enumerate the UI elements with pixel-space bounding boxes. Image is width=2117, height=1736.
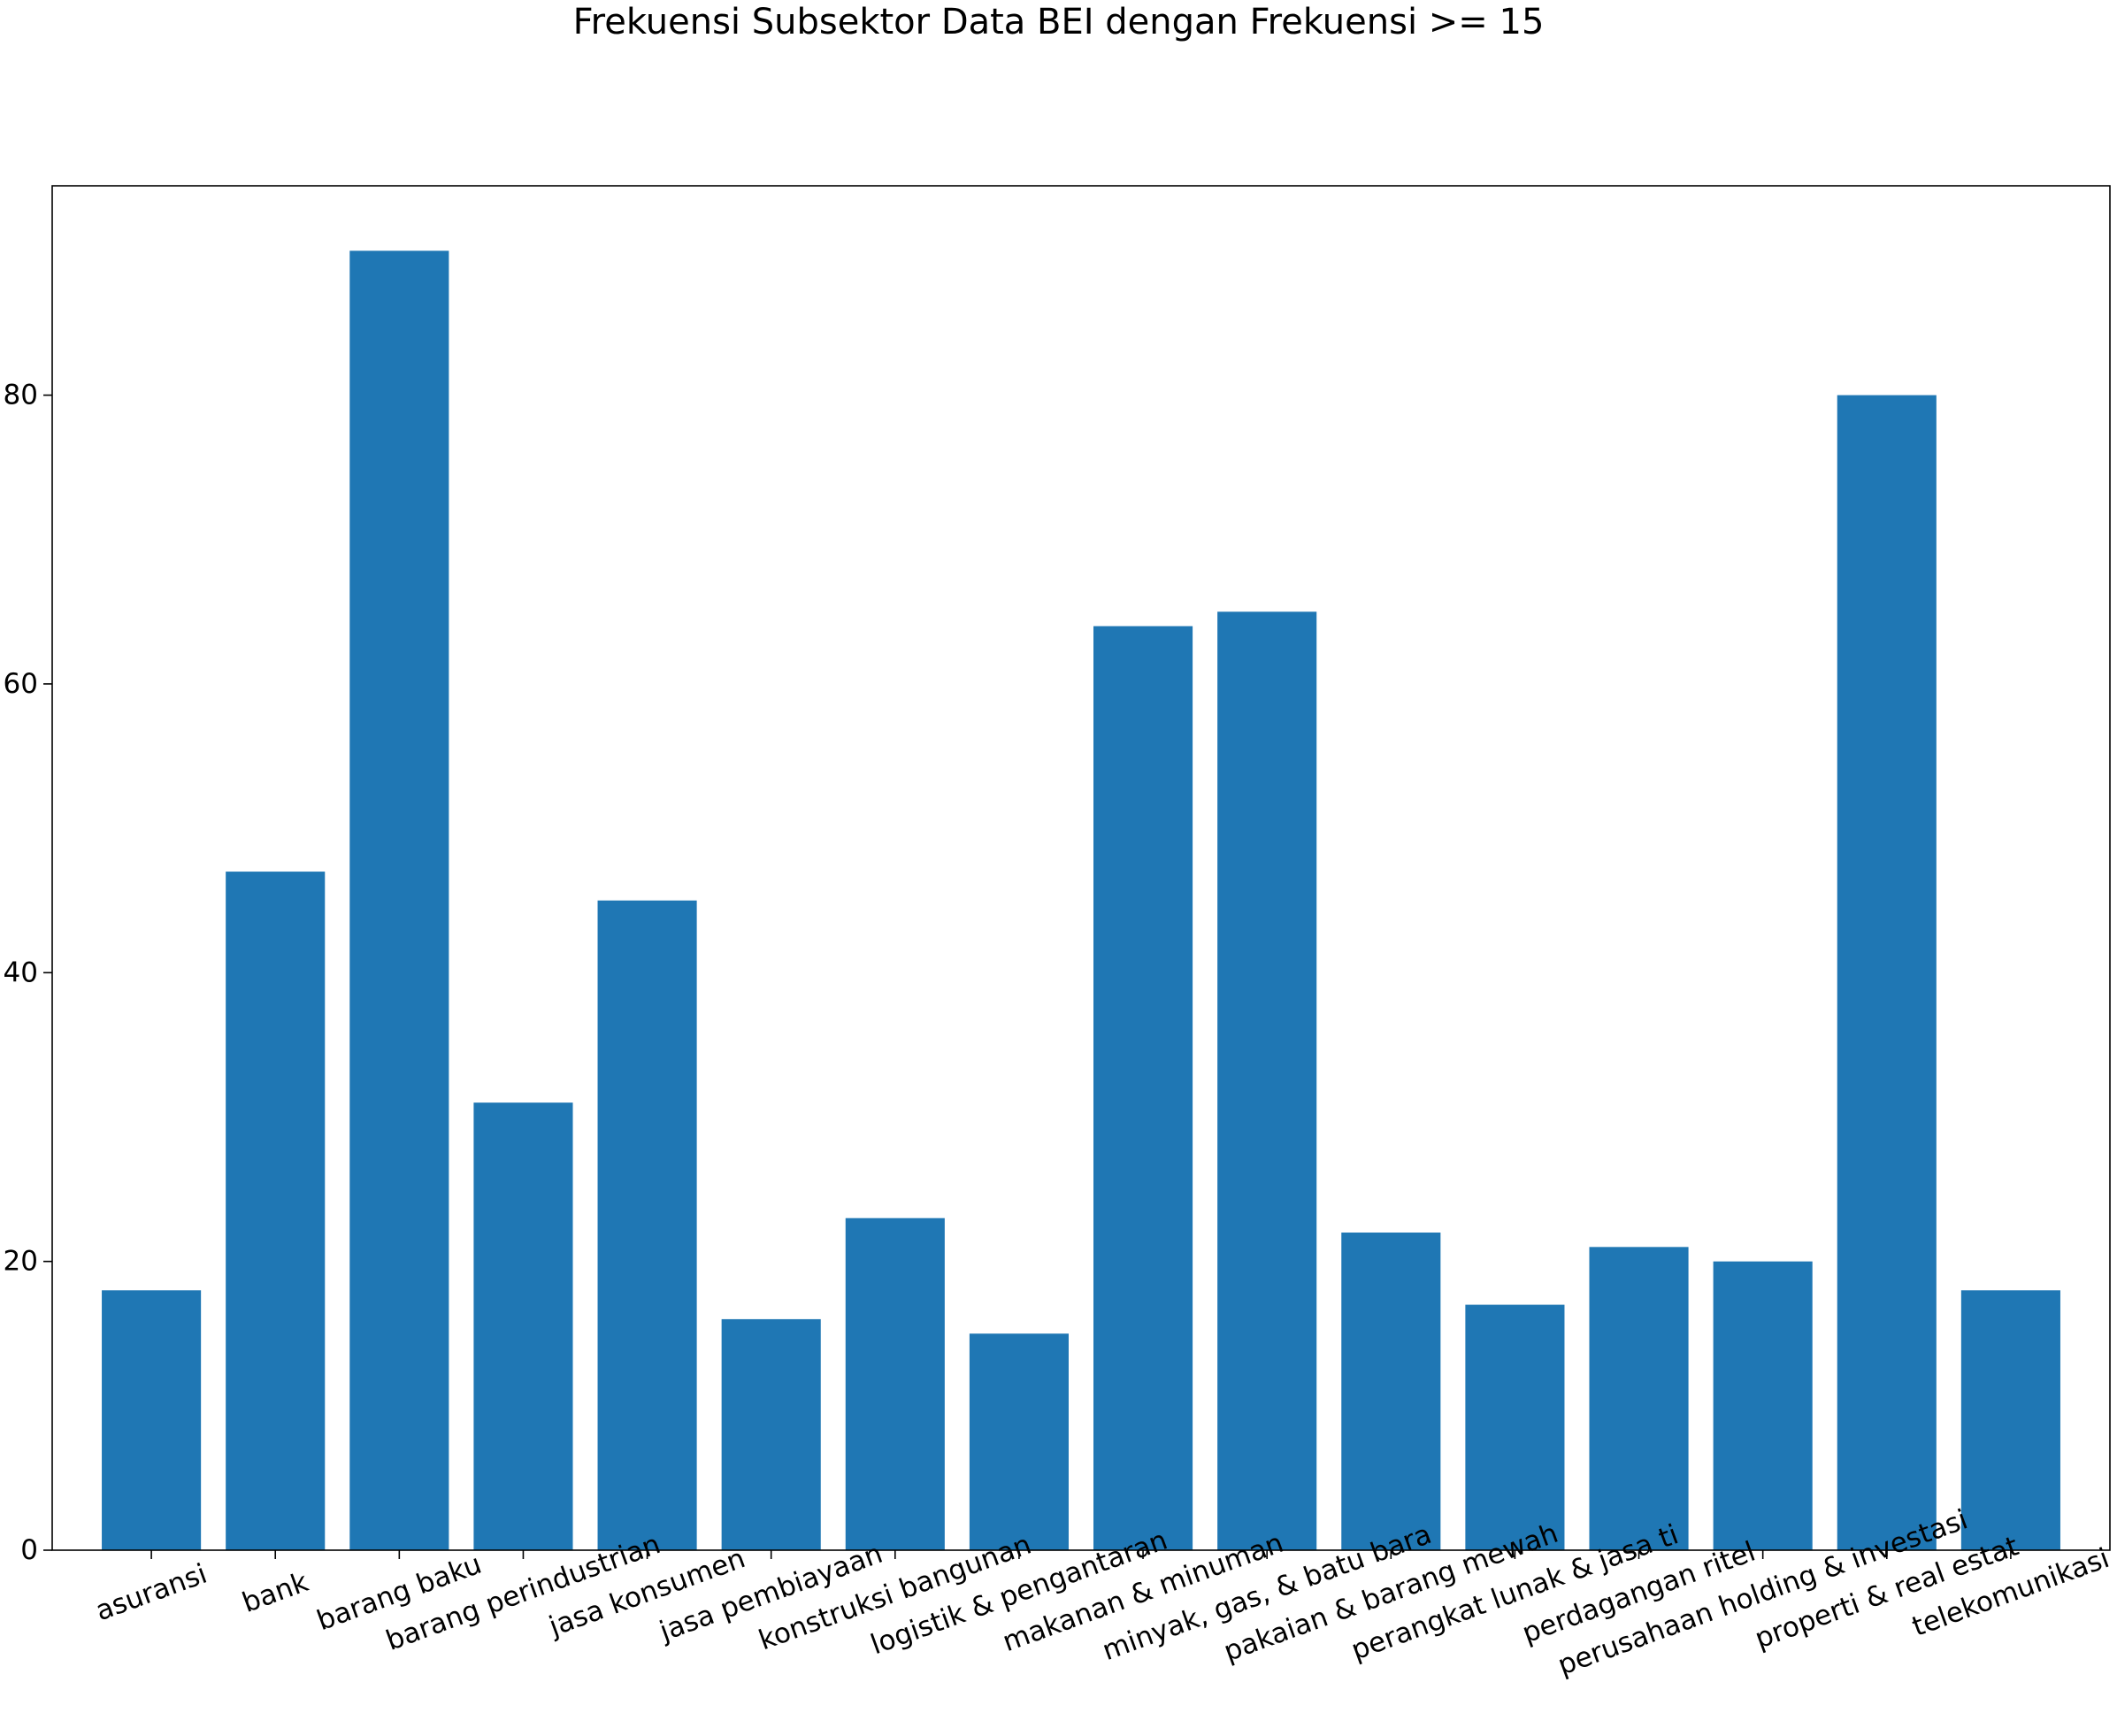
bar-3 xyxy=(473,1102,573,1550)
bar-9 xyxy=(1217,611,1317,1550)
y-tick-label-0: 0 xyxy=(20,1534,38,1566)
bar-12 xyxy=(1589,1247,1689,1550)
bar-2 xyxy=(349,250,449,1551)
y-tick-label-3: 60 xyxy=(4,668,38,700)
y-tick-label-4: 80 xyxy=(4,380,38,411)
bar-6 xyxy=(845,1218,945,1550)
bars-layer xyxy=(102,250,2060,1551)
bar-11 xyxy=(1465,1304,1565,1550)
bar-1 xyxy=(226,872,326,1550)
bar-4 xyxy=(597,900,697,1550)
bar-8 xyxy=(1093,626,1193,1551)
bar-5 xyxy=(721,1318,821,1550)
y-tick-label-2: 40 xyxy=(4,956,38,988)
chart-title: Frekuensi Subsektor Data BEI dengan Frek… xyxy=(572,2,1545,42)
y-axis: 0 20 40 60 80 xyxy=(4,380,52,1566)
plot-frame xyxy=(51,185,2111,1551)
bar-7 xyxy=(969,1333,1069,1550)
bar-13 xyxy=(1713,1261,1813,1550)
x-tick-label-0: asuransi xyxy=(91,1558,211,1628)
bar-14 xyxy=(1837,395,1937,1551)
bar-0 xyxy=(102,1290,202,1550)
x-tick-label-1: bank xyxy=(238,1566,312,1619)
y-tick-label-1: 20 xyxy=(4,1246,38,1278)
bar-10 xyxy=(1341,1233,1441,1550)
bar-15 xyxy=(1960,1290,2060,1550)
